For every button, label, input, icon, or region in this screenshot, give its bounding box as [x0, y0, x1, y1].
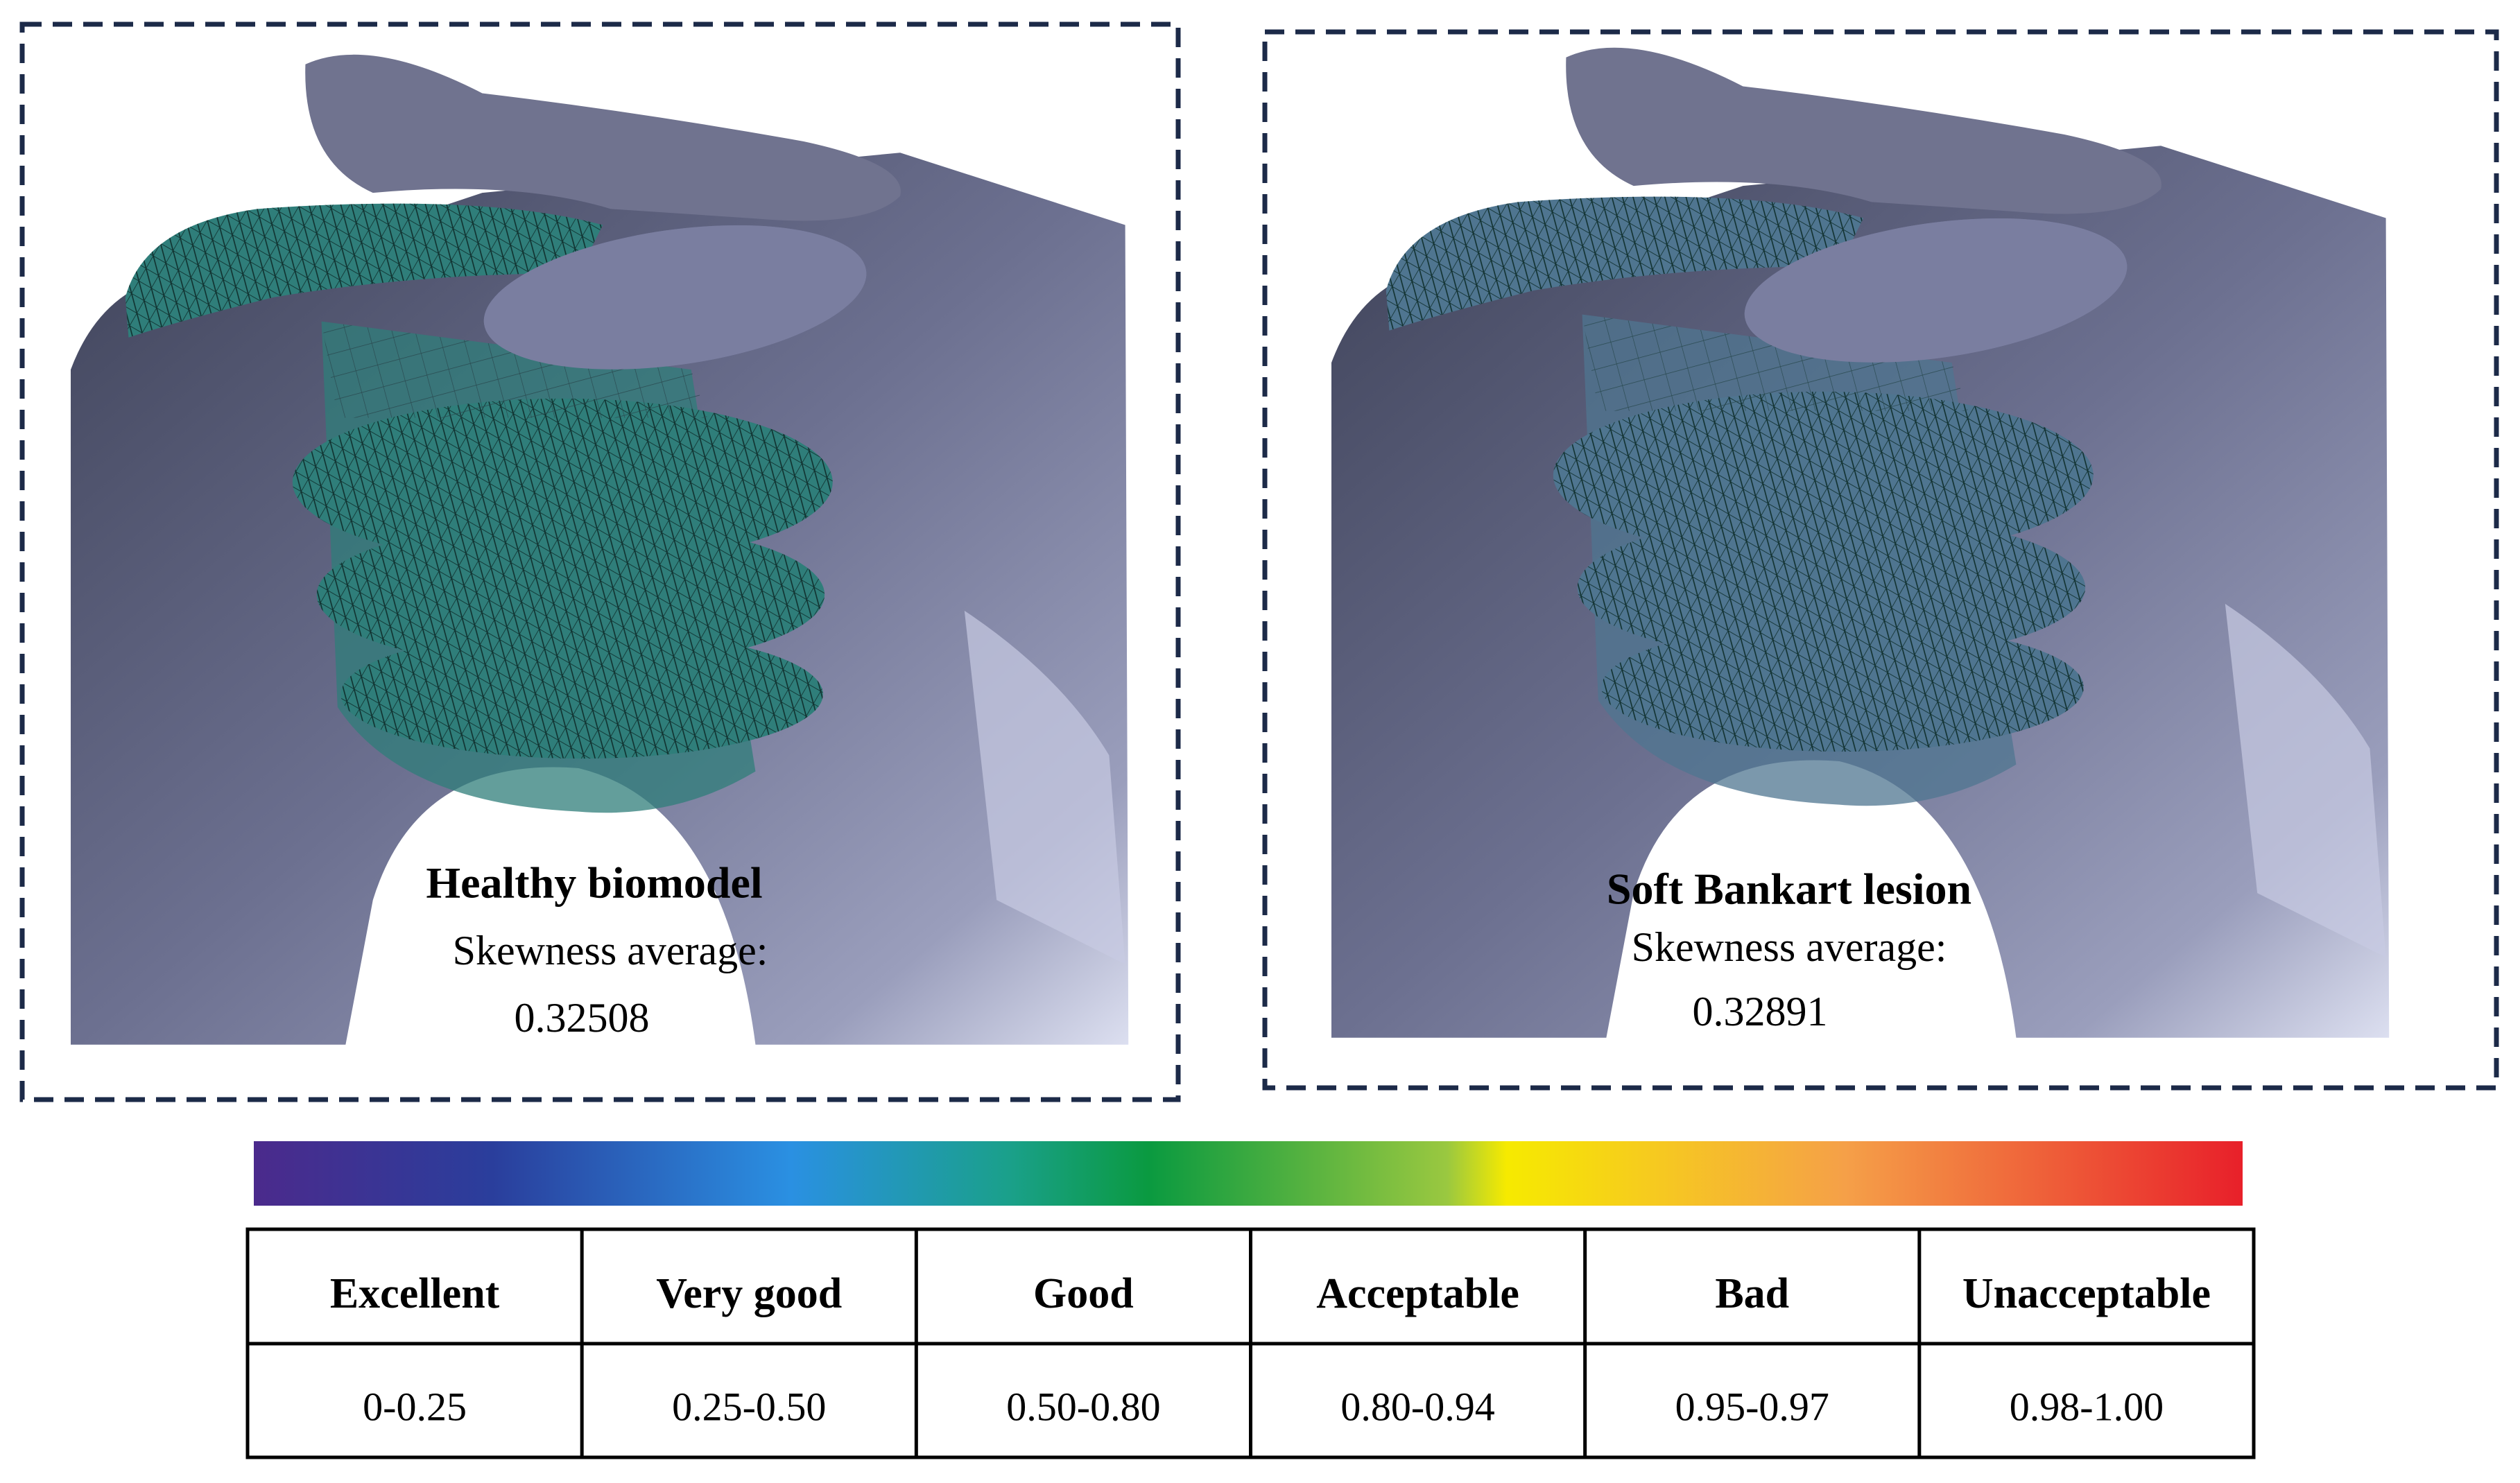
range-cell: 0-0.25: [363, 1384, 467, 1429]
lesion-render: [1331, 47, 2390, 1038]
header-cell: Unacceptable: [1962, 1270, 2211, 1317]
range-cell: 0.25-0.50: [672, 1384, 826, 1429]
healthy-render: [70, 54, 1129, 1045]
header-cell: Good: [1033, 1270, 1134, 1317]
panel-label: Skewness average:: [453, 928, 768, 973]
header-cell: Acceptable: [1316, 1270, 1519, 1317]
range-cell: 0.98-1.00: [2010, 1384, 2164, 1429]
range-cell: 0.80-0.94: [1340, 1384, 1494, 1429]
color-scale: [254, 1141, 2243, 1206]
header-cell: Very good: [656, 1270, 842, 1317]
panel-label: Skewness average:: [1632, 924, 1947, 970]
panel-value: 0.32891: [1693, 989, 1828, 1034]
panel-frame: [19, 21, 1181, 1102]
header-cell: Bad: [1715, 1270, 1789, 1317]
panel-title: Soft Bankart lesion: [1607, 865, 1971, 914]
header-cell: Excellent: [330, 1270, 500, 1317]
range-cell: 0.50-0.80: [1006, 1384, 1160, 1429]
panel-value: 0.32508: [515, 995, 650, 1041]
panel-frame: [1262, 29, 2499, 1091]
panel-title: Healthy biomodel: [426, 858, 762, 908]
range-cell: 0.95-0.97: [1675, 1384, 1829, 1429]
